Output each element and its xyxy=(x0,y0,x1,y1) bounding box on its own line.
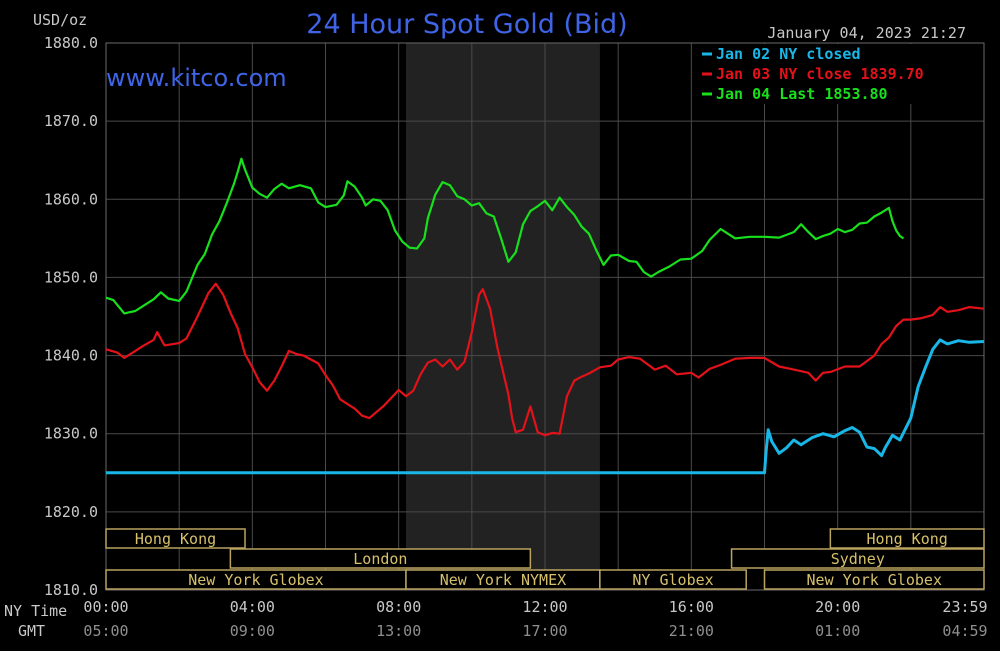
y-tick-label: 1840.0 xyxy=(44,347,98,365)
shaded-range xyxy=(405,43,600,590)
legend-box xyxy=(692,44,982,104)
gmt-row-label: GMT xyxy=(18,622,45,640)
session-label: London xyxy=(353,550,407,568)
session-box xyxy=(829,528,985,549)
x-tick-label-gmt: 01:00 xyxy=(815,622,860,640)
x-tick-label-gmt: 09:00 xyxy=(230,622,275,640)
session-label: NY Globex xyxy=(632,571,713,589)
session-label: Hong Kong xyxy=(135,530,216,548)
session-label: New York NYMEX xyxy=(440,571,566,589)
y-axis-unit-label: USD/oz xyxy=(33,11,87,29)
x-tick-label-gmt: 13:00 xyxy=(376,622,421,640)
y-tick-label: 1820.0 xyxy=(44,503,98,521)
series-line-0 xyxy=(106,338,985,475)
session-box xyxy=(599,569,747,590)
chart-grid xyxy=(105,42,985,591)
ny-time-row-label: NY Time xyxy=(4,602,67,620)
series-line-1 xyxy=(105,282,985,437)
legend-entry: Jan 03 NY close 1839.70 xyxy=(716,65,924,83)
y-tick-label: 1880.0 xyxy=(44,34,98,52)
legend-entry: Jan 04 Last 1853.80 xyxy=(716,85,888,103)
session-box xyxy=(763,569,985,590)
x-tick-label-gmt: 21:00 xyxy=(669,622,714,640)
y-tick-label: 1850.0 xyxy=(44,268,98,286)
series-line-2 xyxy=(105,157,905,315)
x-tick-label-ny: 04:00 xyxy=(230,598,275,616)
plot-frame xyxy=(105,42,985,591)
y-tick-label: 1870.0 xyxy=(44,112,98,130)
session-box xyxy=(105,528,246,549)
session-label: Sydney xyxy=(831,550,885,568)
session-label: Hong Kong xyxy=(867,530,948,548)
y-tick-label: 1810.0 xyxy=(44,581,98,599)
x-tick-label-ny: 16:00 xyxy=(669,598,714,616)
x-tick-label-gmt: 05:00 xyxy=(83,622,128,640)
watermark-url: www.kitco.com xyxy=(106,64,287,92)
market-sessions: Hong Kong Hong Kong London Sydney New York G… xyxy=(105,528,985,590)
session-box xyxy=(730,548,985,569)
x-tick-label-ny: 08:00 xyxy=(376,598,421,616)
chart-datetime: January 04, 2023 21:27 xyxy=(767,24,966,42)
session-box xyxy=(229,548,532,569)
x-tick-label-gmt: 04:59 xyxy=(942,622,987,640)
chart-axes: 1880.0 1870.0 1860.0 1850.0 1840.0 1830.0 1820… xyxy=(4,34,988,640)
x-tick-label-ny: 23:59 xyxy=(942,598,987,616)
x-tick-label-ny: 00:00 xyxy=(83,598,128,616)
x-tick-label-ny: 20:00 xyxy=(815,598,860,616)
legend-entry: Jan 02 NY closed xyxy=(716,45,861,63)
session-label: New York Globex xyxy=(807,571,942,589)
x-tick-label-ny: 12:00 xyxy=(522,598,567,616)
chart-legend: Jan 02 NY closed Jan 03 NY close 1839.70 J… xyxy=(692,44,982,104)
nymex-session-shade xyxy=(405,43,600,590)
y-tick-label: 1860.0 xyxy=(44,190,98,208)
session-label: New York Globex xyxy=(188,571,323,589)
chart-title: 24 Hour Spot Gold (Bid) xyxy=(306,9,627,40)
y-tick-label: 1830.0 xyxy=(44,425,98,443)
x-tick-label-gmt: 17:00 xyxy=(522,622,567,640)
price-series xyxy=(105,157,985,475)
